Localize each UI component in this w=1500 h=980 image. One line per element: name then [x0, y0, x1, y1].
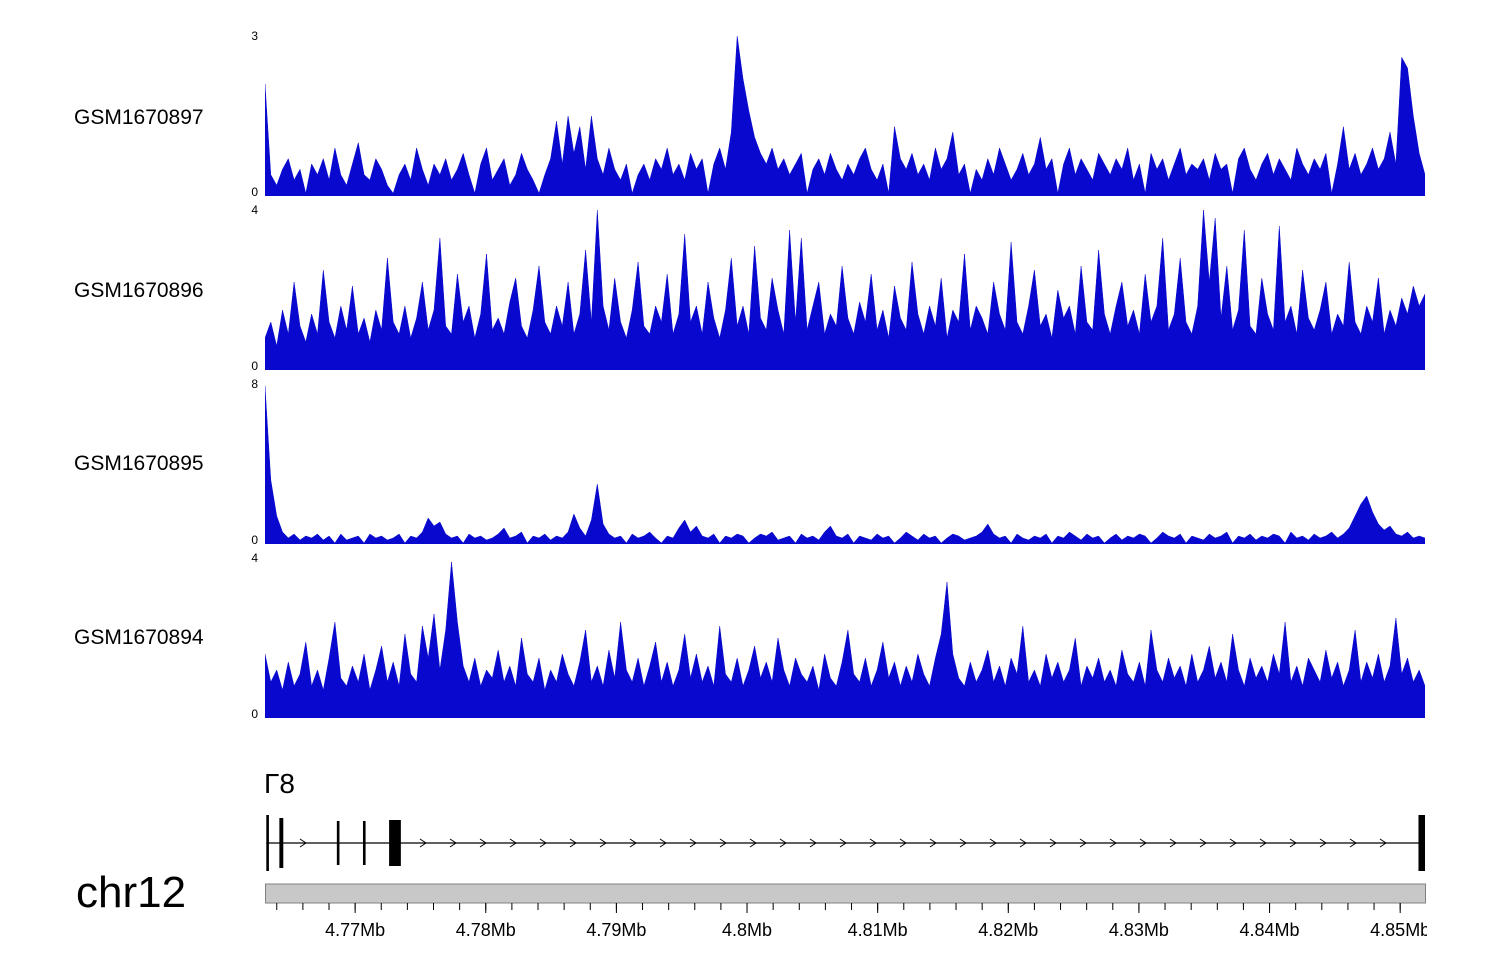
coverage-signal: [265, 36, 1425, 196]
svg-text:4.85Mb: 4.85Mb: [1370, 920, 1427, 940]
svg-text:4.81Mb: 4.81Mb: [848, 920, 908, 940]
track-label: GSM1670895: [74, 452, 204, 475]
y-axis-max-label: 4: [251, 203, 258, 217]
track-label: GSM1670896: [74, 279, 204, 302]
coverage-track: [265, 384, 1425, 544]
svg-text:4.83Mb: 4.83Mb: [1109, 920, 1169, 940]
y-axis-zero-label: 0: [251, 185, 258, 199]
gene-name-label: Γ8: [264, 768, 295, 799]
y-axis-zero-label: 0: [251, 707, 258, 721]
svg-text:4.84Mb: 4.84Mb: [1240, 920, 1300, 940]
svg-text:4.78Mb: 4.78Mb: [456, 920, 516, 940]
svg-text:4.77Mb: 4.77Mb: [325, 920, 385, 940]
y-axis-max-label: 3: [251, 29, 258, 43]
coverage-track: [265, 36, 1425, 196]
coverage-signal: [265, 561, 1425, 718]
track-label: GSM1670897: [74, 106, 204, 129]
chromosome-ruler: 4.77Mb 4.78Mb 4.79Mb 4.8Mb 4.81Mb 4.82Mb 4.83M…: [265, 883, 1427, 940]
svg-text:4.8Mb: 4.8Mb: [722, 920, 772, 940]
svg-text:4.82Mb: 4.82Mb: [978, 920, 1038, 940]
coverage-signal: [265, 210, 1425, 370]
y-axis-max-label: 4: [251, 551, 258, 565]
track-label: GSM1670894: [74, 626, 204, 649]
chromosome-label: chr12: [76, 868, 187, 917]
coverage-track: [265, 210, 1425, 370]
y-axis-max-label: 8: [251, 377, 258, 391]
y-axis-zero-label: 0: [251, 533, 258, 547]
coverage-signal: [265, 385, 1425, 544]
coverage-track: [265, 558, 1425, 718]
y-axis-zero-label: 0: [251, 359, 258, 373]
gene-model: [266, 815, 1425, 871]
svg-text:4.79Mb: 4.79Mb: [586, 920, 646, 940]
